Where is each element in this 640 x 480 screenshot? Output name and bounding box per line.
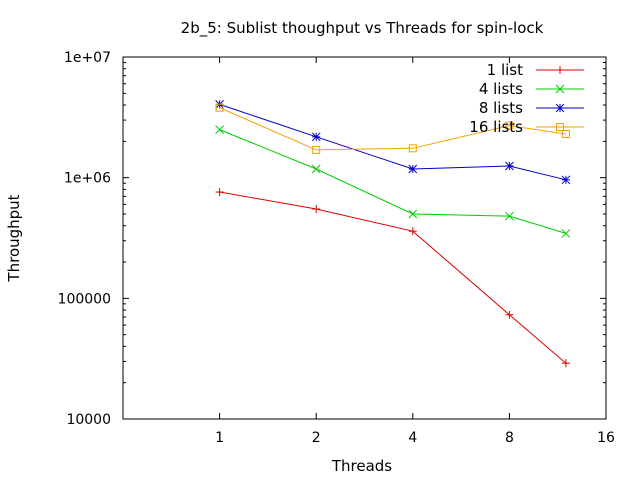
legend-swatch-marker <box>555 84 565 94</box>
chart-title: 2b_5: Sublist thoughput vs Threads for s… <box>181 19 544 38</box>
data-point-marker <box>561 359 570 368</box>
axis-ticks: 1 2 4 8 16 10000 100000 1e+06 1e+07 <box>58 50 615 446</box>
x-tick-label: 1 <box>215 430 224 446</box>
data-point-marker <box>311 164 321 174</box>
legend-label: 1 list <box>487 61 523 79</box>
data-point-marker <box>561 175 571 185</box>
legend-swatch-marker <box>556 123 564 131</box>
data-point-marker <box>312 204 321 213</box>
data-point-marker <box>408 144 417 153</box>
y-axis-label: Throughput <box>5 194 23 282</box>
data-point-marker <box>505 310 514 319</box>
x-tick-label: 8 <box>505 430 514 446</box>
series-line-2 <box>219 129 567 234</box>
data-point-marker <box>408 164 418 174</box>
data-point-marker <box>505 161 514 171</box>
y-tick-label: 10000 <box>66 412 111 428</box>
y-tick-label: 100000 <box>58 291 111 307</box>
legend-label: 4 lists <box>479 80 523 98</box>
data-point-marker <box>505 211 514 221</box>
x-tick-label: 16 <box>597 430 615 446</box>
series-layer <box>215 100 571 368</box>
legend-swatch-marker <box>555 103 565 113</box>
y-tick-label: 1e+06 <box>64 171 111 187</box>
series-line-4 <box>219 107 566 151</box>
data-point-marker <box>561 130 570 139</box>
data-point-marker <box>215 188 224 197</box>
data-point-marker <box>408 227 417 236</box>
data-point-marker <box>215 103 224 112</box>
y-tick-label: 1e+07 <box>64 50 111 66</box>
data-point-marker <box>215 125 224 135</box>
data-point-marker <box>408 209 418 219</box>
x-tick-label: 4 <box>408 430 417 446</box>
legend-label: 8 lists <box>479 99 523 117</box>
data-point-marker <box>311 132 321 142</box>
plot-frame <box>122 56 607 420</box>
data-point-marker <box>561 229 571 238</box>
legend-swatch-marker <box>556 66 564 74</box>
data-point-marker <box>312 145 321 154</box>
x-axis-label: Threads <box>331 457 392 475</box>
legend-label: 16 lists <box>469 118 523 136</box>
data-point-marker <box>505 121 514 130</box>
x-tick-label: 2 <box>312 430 321 446</box>
